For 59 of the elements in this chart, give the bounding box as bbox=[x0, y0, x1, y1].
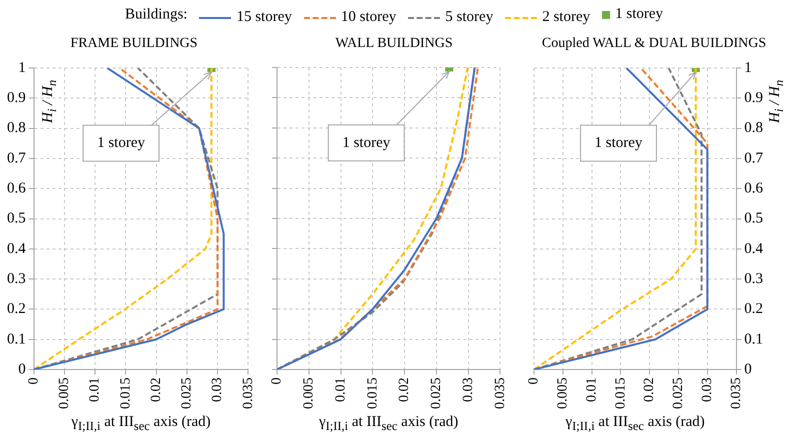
annotation: 1 storey bbox=[342, 134, 391, 151]
x-axis-title: γ$_{I;II,i}$ at III$_{sec}$ axis (rad) bbox=[564, 414, 706, 434]
y-tick-label: 0.8 bbox=[744, 120, 763, 136]
legend-label: 2 storey bbox=[542, 9, 590, 26]
y-tick-label: 0.9 bbox=[7, 90, 26, 106]
y-tick-label: 0.9 bbox=[744, 90, 763, 106]
y-tick-label: 0.1 bbox=[744, 331, 763, 348]
y-tick-label: 0.5 bbox=[7, 210, 26, 227]
x-tick-label: 0.02 bbox=[397, 378, 412, 402]
x-tick-label: 0.025 bbox=[429, 378, 444, 409]
y-tick-label: 0.2 bbox=[744, 301, 763, 318]
y-tick-label: 0.4 bbox=[744, 240, 764, 257]
y-tick-label: 0.4 bbox=[7, 240, 26, 257]
x-tick-label: 0.01 bbox=[88, 378, 103, 402]
x-axis-title: γ$_{I;II,i}$ at III$_{sec}$ axis (rad) bbox=[318, 414, 460, 434]
y-tick-label: 1 bbox=[18, 60, 26, 76]
y-tick-label: 0.2 bbox=[7, 301, 26, 318]
legend-title: Buildings: bbox=[124, 6, 188, 22]
y-tick-label: 0.1 bbox=[7, 331, 26, 348]
x-tick-label: 0.025 bbox=[180, 378, 195, 409]
y-tick-label: 0.7 bbox=[744, 150, 764, 166]
annotation: 1 storey bbox=[97, 135, 146, 152]
x-tick-label: 0.025 bbox=[671, 378, 686, 409]
x-tick-label: 0.005 bbox=[556, 378, 571, 409]
y-tick-label: 0.6 bbox=[744, 180, 764, 197]
x-tick-label: 0.01 bbox=[584, 378, 600, 402]
x-axis-title: γ$_{I;II,i}$ at III$_{sec}$ axis (rad) bbox=[70, 414, 212, 434]
x-tick-label: 0 bbox=[526, 378, 542, 384]
x-tick-label: 0.005 bbox=[57, 378, 72, 409]
y-tick-label: 0.3 bbox=[7, 270, 26, 287]
legend-label: 5 storey bbox=[445, 9, 494, 26]
legend-label: 1 storey bbox=[615, 6, 664, 23]
x-tick-label: 0.02 bbox=[148, 378, 164, 402]
y-tick-label: 0.8 bbox=[7, 120, 26, 136]
x-tick-label: 0.01 bbox=[333, 378, 348, 402]
y-tick-label: 0.3 bbox=[744, 270, 763, 287]
chart-title: FRAME BUILDINGS bbox=[69, 36, 199, 52]
x-tick-label: 0.035 bbox=[492, 378, 508, 409]
x-tick-label: 0.03 bbox=[460, 378, 476, 402]
x-tick-label: 0.015 bbox=[613, 378, 628, 409]
y-tick-label: 0.6 bbox=[7, 180, 26, 197]
chart-title: WALL BUILDINGS bbox=[334, 36, 454, 52]
x-tick-label: 0.005 bbox=[302, 378, 317, 409]
y-tick-label: 0.7 bbox=[7, 150, 26, 166]
x-tick-label: 0.015 bbox=[365, 378, 380, 409]
annotation: 1 storey bbox=[594, 135, 643, 152]
y-tick-label: 1 bbox=[744, 60, 752, 76]
x-tick-label: 0.03 bbox=[210, 378, 226, 402]
x-tick-label: 0 bbox=[26, 378, 42, 384]
x-tick-label: 0.035 bbox=[728, 378, 744, 409]
legend-label: 15 storey bbox=[236, 9, 292, 26]
x-tick-label: 0.02 bbox=[642, 378, 658, 402]
chart-title: Coupled WALL & DUAL BUILDINGS bbox=[540, 36, 768, 52]
x-tick-label: 0.015 bbox=[118, 378, 134, 409]
x-tick-label: 0.03 bbox=[700, 378, 716, 402]
x-tick-label: 0.035 bbox=[240, 378, 256, 409]
legend-label: 10 storey bbox=[340, 9, 396, 26]
y-tick-label: 0.5 bbox=[744, 210, 763, 227]
x-tick-label: 0 bbox=[270, 378, 285, 384]
